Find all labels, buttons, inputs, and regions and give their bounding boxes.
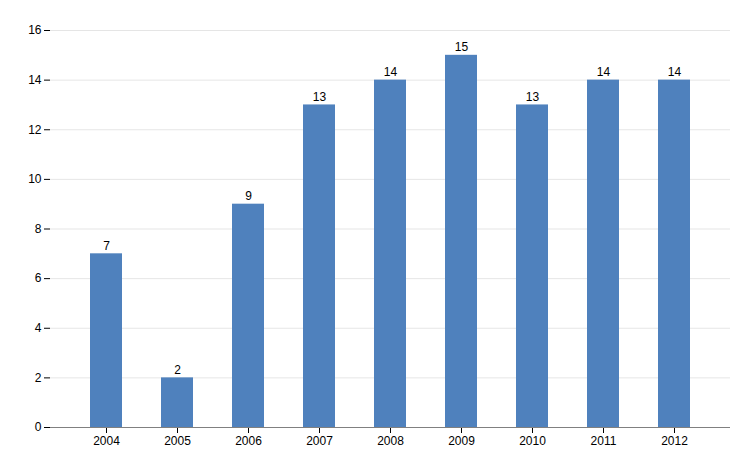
svg-text:16: 16 (28, 23, 42, 37)
svg-text:2010: 2010 (519, 434, 546, 448)
svg-text:2: 2 (174, 363, 181, 377)
svg-text:14: 14 (668, 65, 682, 79)
svg-text:14: 14 (597, 65, 611, 79)
svg-text:10: 10 (28, 172, 42, 186)
svg-text:2012: 2012 (661, 434, 688, 448)
svg-text:13: 13 (526, 90, 540, 104)
svg-text:2009: 2009 (448, 434, 475, 448)
svg-text:2: 2 (35, 371, 42, 385)
svg-text:14: 14 (28, 73, 42, 87)
svg-text:2006: 2006 (235, 434, 262, 448)
svg-text:0: 0 (35, 420, 42, 434)
svg-text:6: 6 (35, 271, 42, 285)
svg-text:2008: 2008 (377, 434, 404, 448)
svg-text:13: 13 (313, 90, 327, 104)
svg-text:9: 9 (245, 189, 252, 203)
svg-text:14: 14 (384, 65, 398, 79)
svg-text:7: 7 (103, 239, 110, 253)
svg-text:4: 4 (35, 321, 42, 335)
svg-text:2004: 2004 (93, 434, 120, 448)
svg-text:2007: 2007 (306, 434, 333, 448)
svg-text:2005: 2005 (164, 434, 191, 448)
svg-text:8: 8 (35, 222, 42, 236)
svg-text:2011: 2011 (591, 434, 617, 448)
svg-text:15: 15 (455, 40, 469, 54)
svg-text:12: 12 (28, 123, 42, 137)
